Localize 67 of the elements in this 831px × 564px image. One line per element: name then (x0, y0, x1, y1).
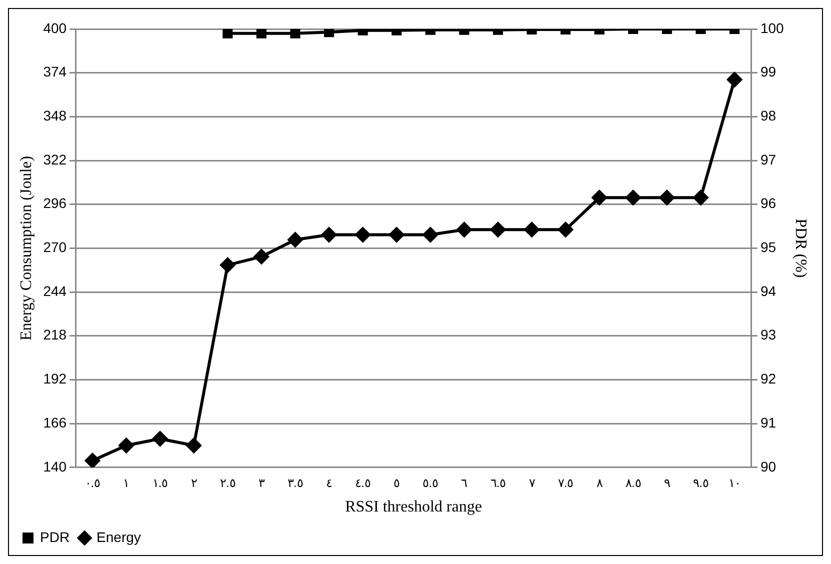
point (254, 249, 269, 264)
point (355, 227, 370, 242)
y-tick-label: 218 (43, 326, 67, 343)
x-axis-title: RSSI threshold range (345, 498, 482, 516)
x-tick-label: ٠.٥ (84, 476, 100, 490)
x-tick-label: ١٠ (728, 476, 741, 490)
point (152, 431, 168, 446)
x-tick-label: ٧ (528, 476, 536, 490)
y2-tick-label: 92 (760, 370, 776, 387)
y2-tick-label: 96 (760, 195, 776, 212)
y-axis-title: Energy Consumption (Joule) (18, 156, 35, 340)
x-tick-label: ٢.٥ (220, 476, 236, 490)
y-tick-label: 270 (43, 239, 67, 256)
y2-tick-label: 95 (760, 239, 776, 256)
y-tick-label: 192 (43, 370, 67, 387)
y2-tick-label: 91 (760, 414, 776, 430)
x-tick-label: ٦ (461, 476, 468, 490)
y-tick-label: 348 (43, 108, 67, 124)
point (558, 222, 574, 238)
x-tick-label: ٣ (258, 476, 266, 490)
x-tick-label: ٩ (664, 476, 670, 490)
legend-label: Energy (96, 528, 141, 545)
x-tick-label: ٤ (326, 476, 332, 490)
x-tick-label: ٦.٥ (490, 476, 506, 490)
y-tick-label: 400 (43, 20, 67, 36)
x-tick-label: ٧.٥ (558, 476, 574, 490)
y2-tick-label: 100 (760, 20, 784, 36)
y-tick-label: 140 (43, 458, 67, 474)
y2-tick-label: 90 (760, 458, 776, 474)
x-tick-label: ٨ (596, 476, 604, 490)
point (389, 227, 404, 242)
point (626, 190, 641, 206)
point (693, 190, 708, 206)
point (524, 222, 540, 238)
point (288, 232, 303, 248)
x-tick-label: ٣.٥ (288, 476, 303, 490)
point (592, 190, 607, 206)
point (220, 258, 236, 273)
point (727, 72, 742, 88)
y-tick-label: 374 (43, 64, 67, 80)
point (659, 190, 674, 206)
x-tick-label: ٥ (394, 476, 400, 490)
y-tick-label: 166 (43, 414, 67, 430)
y2-axis-title: PDR (%) (792, 218, 810, 278)
point (118, 438, 134, 453)
point (456, 222, 472, 238)
point (186, 438, 202, 453)
y-tick-label: 322 (43, 151, 67, 168)
legend-label: PDR (40, 528, 70, 545)
y2-tick-label: 98 (760, 108, 776, 124)
x-tick-label: ٤.٥ (355, 476, 370, 490)
x-tick-label: ١.٥ (152, 476, 168, 490)
y2-tick-label: 93 (760, 326, 776, 343)
x-tick-label: ١ (123, 476, 130, 490)
x-tick-label: ٨.٥ (625, 476, 641, 490)
x-tick-label: ٩.٥ (693, 476, 708, 490)
point (422, 227, 438, 242)
y2-tick-label: 99 (760, 64, 776, 80)
point (490, 222, 506, 238)
point (322, 227, 337, 242)
x-tick-label: ٥.٥ (422, 476, 438, 490)
x-tick-label: ٢ (190, 476, 197, 490)
y-tick-label: 296 (43, 195, 67, 212)
y2-tick-label: 97 (760, 151, 776, 168)
y2-tick-label: 94 (760, 282, 776, 299)
point (84, 453, 100, 468)
y-tick-label: 244 (43, 282, 67, 299)
